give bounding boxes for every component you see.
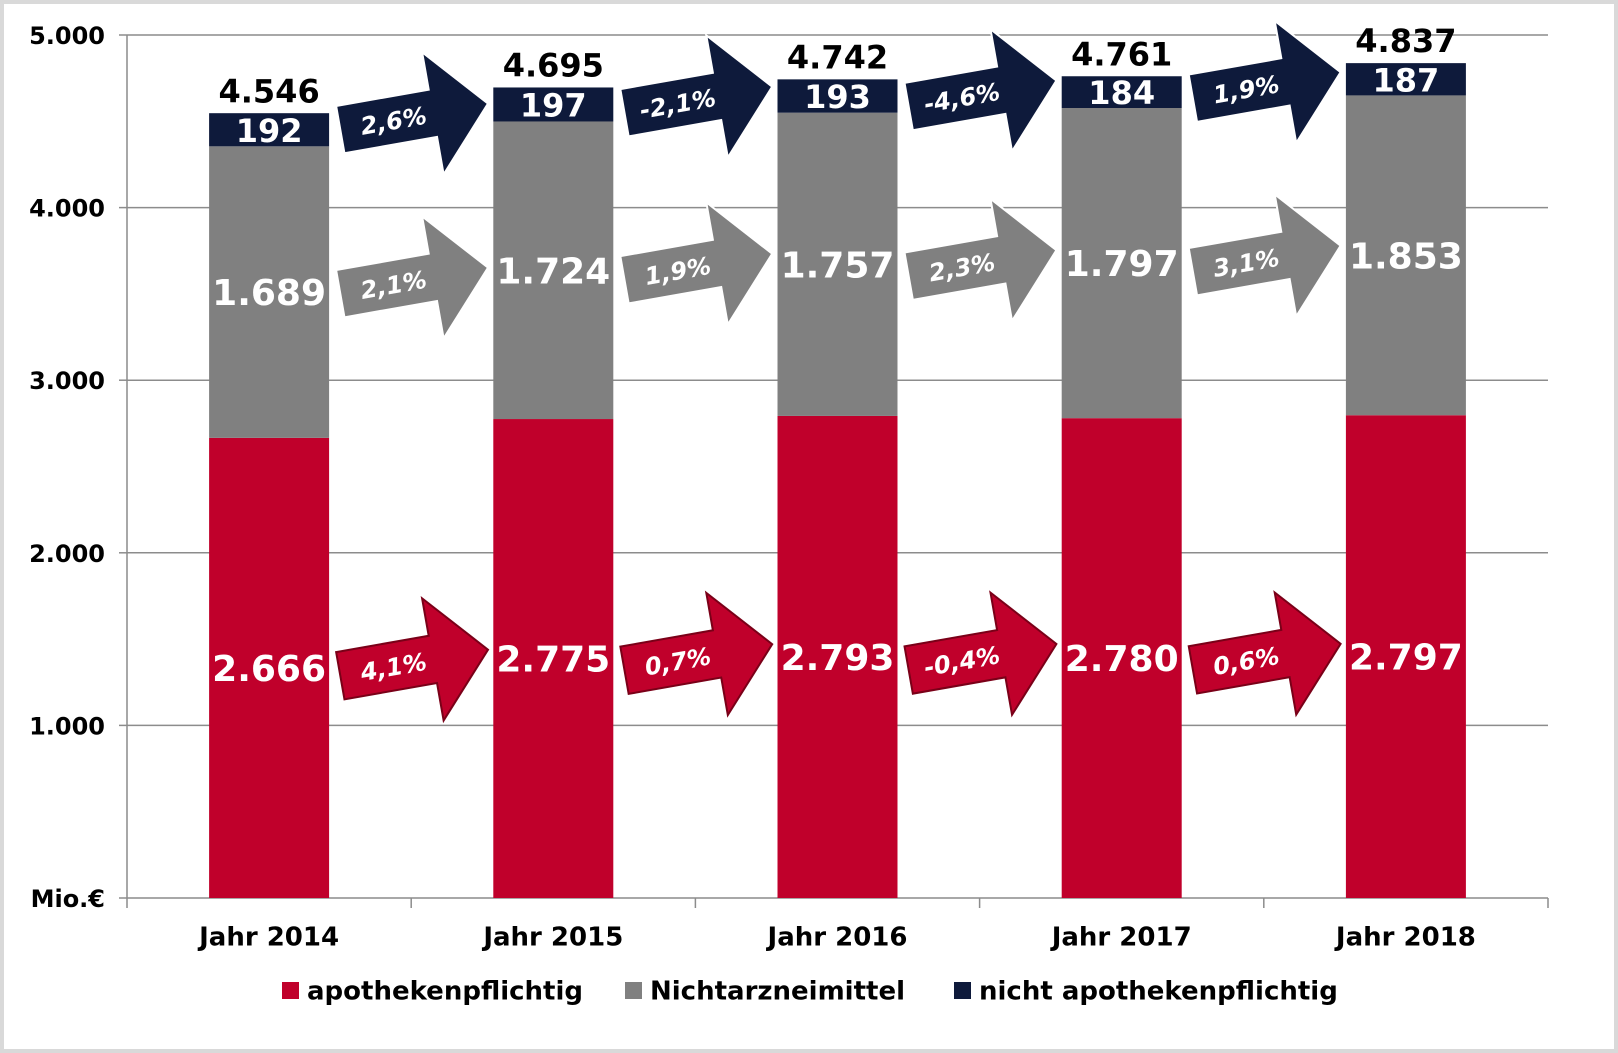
change-arrow: 0,7% <box>619 590 774 718</box>
change-arrow: 4,1% <box>334 595 490 724</box>
arrow-shape <box>334 49 490 178</box>
y-tick-label: 5.000 <box>29 22 105 50</box>
y-tick-label: Mio.€ <box>31 885 105 913</box>
change-arrow: 2,6% <box>334 49 490 178</box>
value-label: 1.689 <box>212 273 326 314</box>
value-label: 1.757 <box>781 245 895 286</box>
total-label: 4.742 <box>787 39 888 77</box>
bar-segment <box>493 121 614 420</box>
value-label: 197 <box>520 86 587 124</box>
arrow-shape <box>903 26 1058 155</box>
value-label: 184 <box>1088 74 1155 112</box>
x-tick-label: Jahr 2017 <box>1050 923 1192 953</box>
legend-swatch <box>282 982 299 999</box>
x-tick-label: Jahr 2016 <box>766 923 908 953</box>
change-arrow: -4,6% <box>903 26 1058 155</box>
value-label: 1.724 <box>496 251 610 292</box>
arrow-shape <box>1187 18 1342 146</box>
bar-segment <box>493 419 614 898</box>
change-arrow: -0,4% <box>903 590 1058 718</box>
value-label: 187 <box>1373 61 1440 99</box>
value-label: 2.793 <box>781 638 895 679</box>
legend-label: nicht apothekenpflichtig <box>979 977 1338 1007</box>
y-tick-label: 3.000 <box>29 367 105 395</box>
change-arrow: 0,6% <box>1187 590 1342 718</box>
value-label: 2.666 <box>212 649 326 690</box>
legend-swatch <box>954 982 971 999</box>
change-arrow: 1,9% <box>619 200 774 328</box>
bar-segment <box>209 437 330 898</box>
bar-segment <box>777 112 898 416</box>
bar-segment <box>777 79 898 113</box>
bar-segment <box>1345 63 1466 96</box>
bar-segment <box>1061 418 1182 898</box>
y-tick-label: 1.000 <box>29 712 105 740</box>
arrow-shape <box>619 200 774 328</box>
legend-swatch <box>625 982 642 999</box>
legend-label: Nichtarzneimittel <box>650 977 905 1007</box>
x-tick-label: Jahr 2015 <box>481 923 623 953</box>
arrow-shape <box>903 590 1058 718</box>
arrow-shape <box>619 590 774 718</box>
arrow-shape <box>1187 590 1342 718</box>
bar-segment <box>777 415 898 898</box>
arrow-shape <box>903 196 1058 324</box>
change-arrow: 2,3% <box>903 196 1058 324</box>
change-arrow: 3,1% <box>1187 191 1342 320</box>
total-label: 4.695 <box>503 47 604 85</box>
value-label: 1.797 <box>1065 244 1179 285</box>
y-tick-label: 2.000 <box>29 540 105 568</box>
value-label: 2.780 <box>1065 639 1179 680</box>
bar-segment <box>209 113 330 147</box>
value-label: 2.775 <box>496 640 610 681</box>
total-label: 4.761 <box>1071 35 1172 73</box>
bar-segment <box>1061 76 1182 109</box>
arrow-shape <box>334 213 490 342</box>
bar-segment <box>209 146 330 438</box>
bar-segment <box>1345 95 1466 416</box>
change-arrow: -2,1% <box>619 32 774 161</box>
total-label: 4.837 <box>1355 22 1456 60</box>
value-label: 1.853 <box>1349 236 1463 277</box>
arrow-shape <box>1187 191 1342 320</box>
y-tick-label: 4.000 <box>29 195 105 223</box>
change-arrow: 2,1% <box>334 213 490 342</box>
value-label: 193 <box>804 78 871 116</box>
total-label: 4.546 <box>218 72 319 110</box>
x-tick-label: Jahr 2014 <box>197 923 339 953</box>
value-label: 2.797 <box>1349 638 1463 679</box>
arrow-shape <box>619 32 774 161</box>
bar-segment <box>1345 415 1466 898</box>
bar-segment <box>493 87 614 122</box>
x-tick-label: Jahr 2018 <box>1334 923 1476 953</box>
bar-segment <box>1061 108 1182 419</box>
change-arrow: 1,9% <box>1187 18 1342 146</box>
legend-label: apothekenpflichtig <box>307 977 583 1007</box>
arrow-shape <box>334 595 490 724</box>
value-label: 192 <box>236 112 303 150</box>
